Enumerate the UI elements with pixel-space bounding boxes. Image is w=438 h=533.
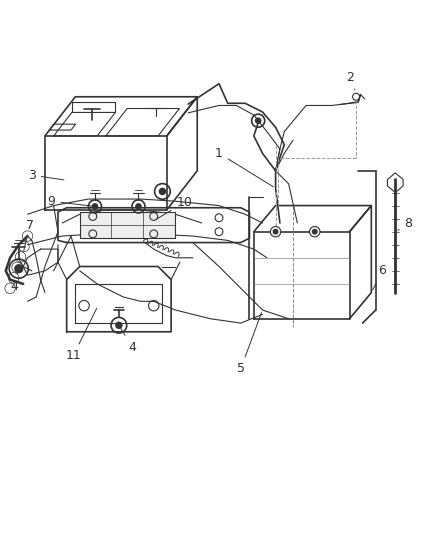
Text: 3: 3 — [28, 168, 64, 182]
Text: 10: 10 — [156, 196, 192, 220]
Text: 8: 8 — [398, 217, 412, 230]
Text: 11: 11 — [65, 308, 97, 362]
Circle shape — [255, 118, 261, 123]
Circle shape — [15, 265, 23, 272]
Circle shape — [313, 230, 317, 234]
Text: 4: 4 — [11, 271, 18, 293]
Circle shape — [270, 227, 281, 237]
Bar — [80, 212, 176, 238]
Text: 2: 2 — [346, 71, 355, 90]
Text: 5: 5 — [237, 313, 261, 375]
Text: 1: 1 — [215, 147, 273, 187]
Circle shape — [92, 204, 98, 209]
Circle shape — [310, 227, 320, 237]
Text: 7: 7 — [24, 219, 34, 251]
Circle shape — [136, 204, 141, 209]
Circle shape — [116, 322, 122, 328]
Text: 9: 9 — [47, 195, 92, 208]
Circle shape — [273, 230, 278, 234]
Text: 4: 4 — [120, 328, 136, 353]
Circle shape — [159, 188, 166, 195]
Text: 6: 6 — [373, 264, 386, 290]
